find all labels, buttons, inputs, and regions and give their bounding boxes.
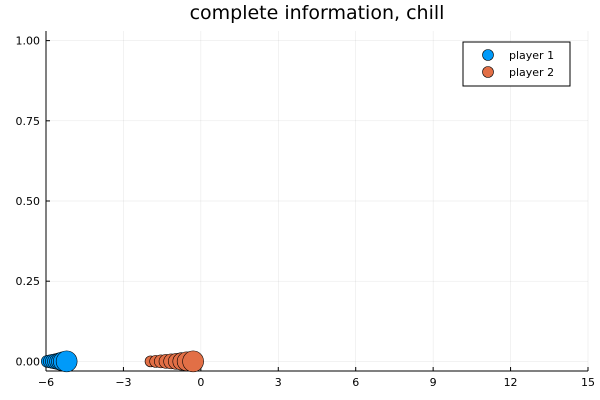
x-axis-ticks: −6 −3 0 3 6 9 12 15 bbox=[38, 367, 595, 389]
x-tick-label: 12 bbox=[504, 376, 518, 389]
x-tick-label: 6 bbox=[352, 376, 359, 389]
y-tick-label: 0.25 bbox=[16, 275, 41, 288]
x-tick-label: 3 bbox=[275, 376, 282, 389]
data-markers bbox=[40, 350, 204, 373]
series-1-markers bbox=[40, 350, 78, 373]
legend-marker bbox=[482, 66, 494, 78]
x-tick-label: 9 bbox=[430, 376, 437, 389]
y-axis-ticks: 0.00 0.25 0.50 0.75 1.00 bbox=[16, 35, 50, 368]
legend-box bbox=[462, 41, 571, 87]
y-tick-label: 0.50 bbox=[16, 195, 41, 208]
x-tick-label: 15 bbox=[581, 376, 595, 389]
y-tick-label: 0.00 bbox=[16, 355, 41, 368]
data-point bbox=[182, 350, 204, 373]
y-tick-label: 0.75 bbox=[16, 115, 41, 128]
legend-label: player 1 bbox=[509, 49, 554, 62]
chart-title: complete information, chill bbox=[190, 2, 445, 24]
legend: player 1 player 2 bbox=[462, 41, 571, 87]
legend-label: player 2 bbox=[509, 66, 554, 79]
data-point bbox=[55, 350, 78, 373]
y-tick-label: 1.00 bbox=[16, 35, 41, 48]
x-tick-label: 0 bbox=[197, 376, 204, 389]
legend-marker bbox=[482, 49, 494, 61]
x-tick-label: −3 bbox=[115, 376, 131, 389]
series-2-markers bbox=[144, 350, 204, 373]
x-tick-label: −6 bbox=[38, 376, 54, 389]
grid-lines bbox=[45, 31, 589, 371]
